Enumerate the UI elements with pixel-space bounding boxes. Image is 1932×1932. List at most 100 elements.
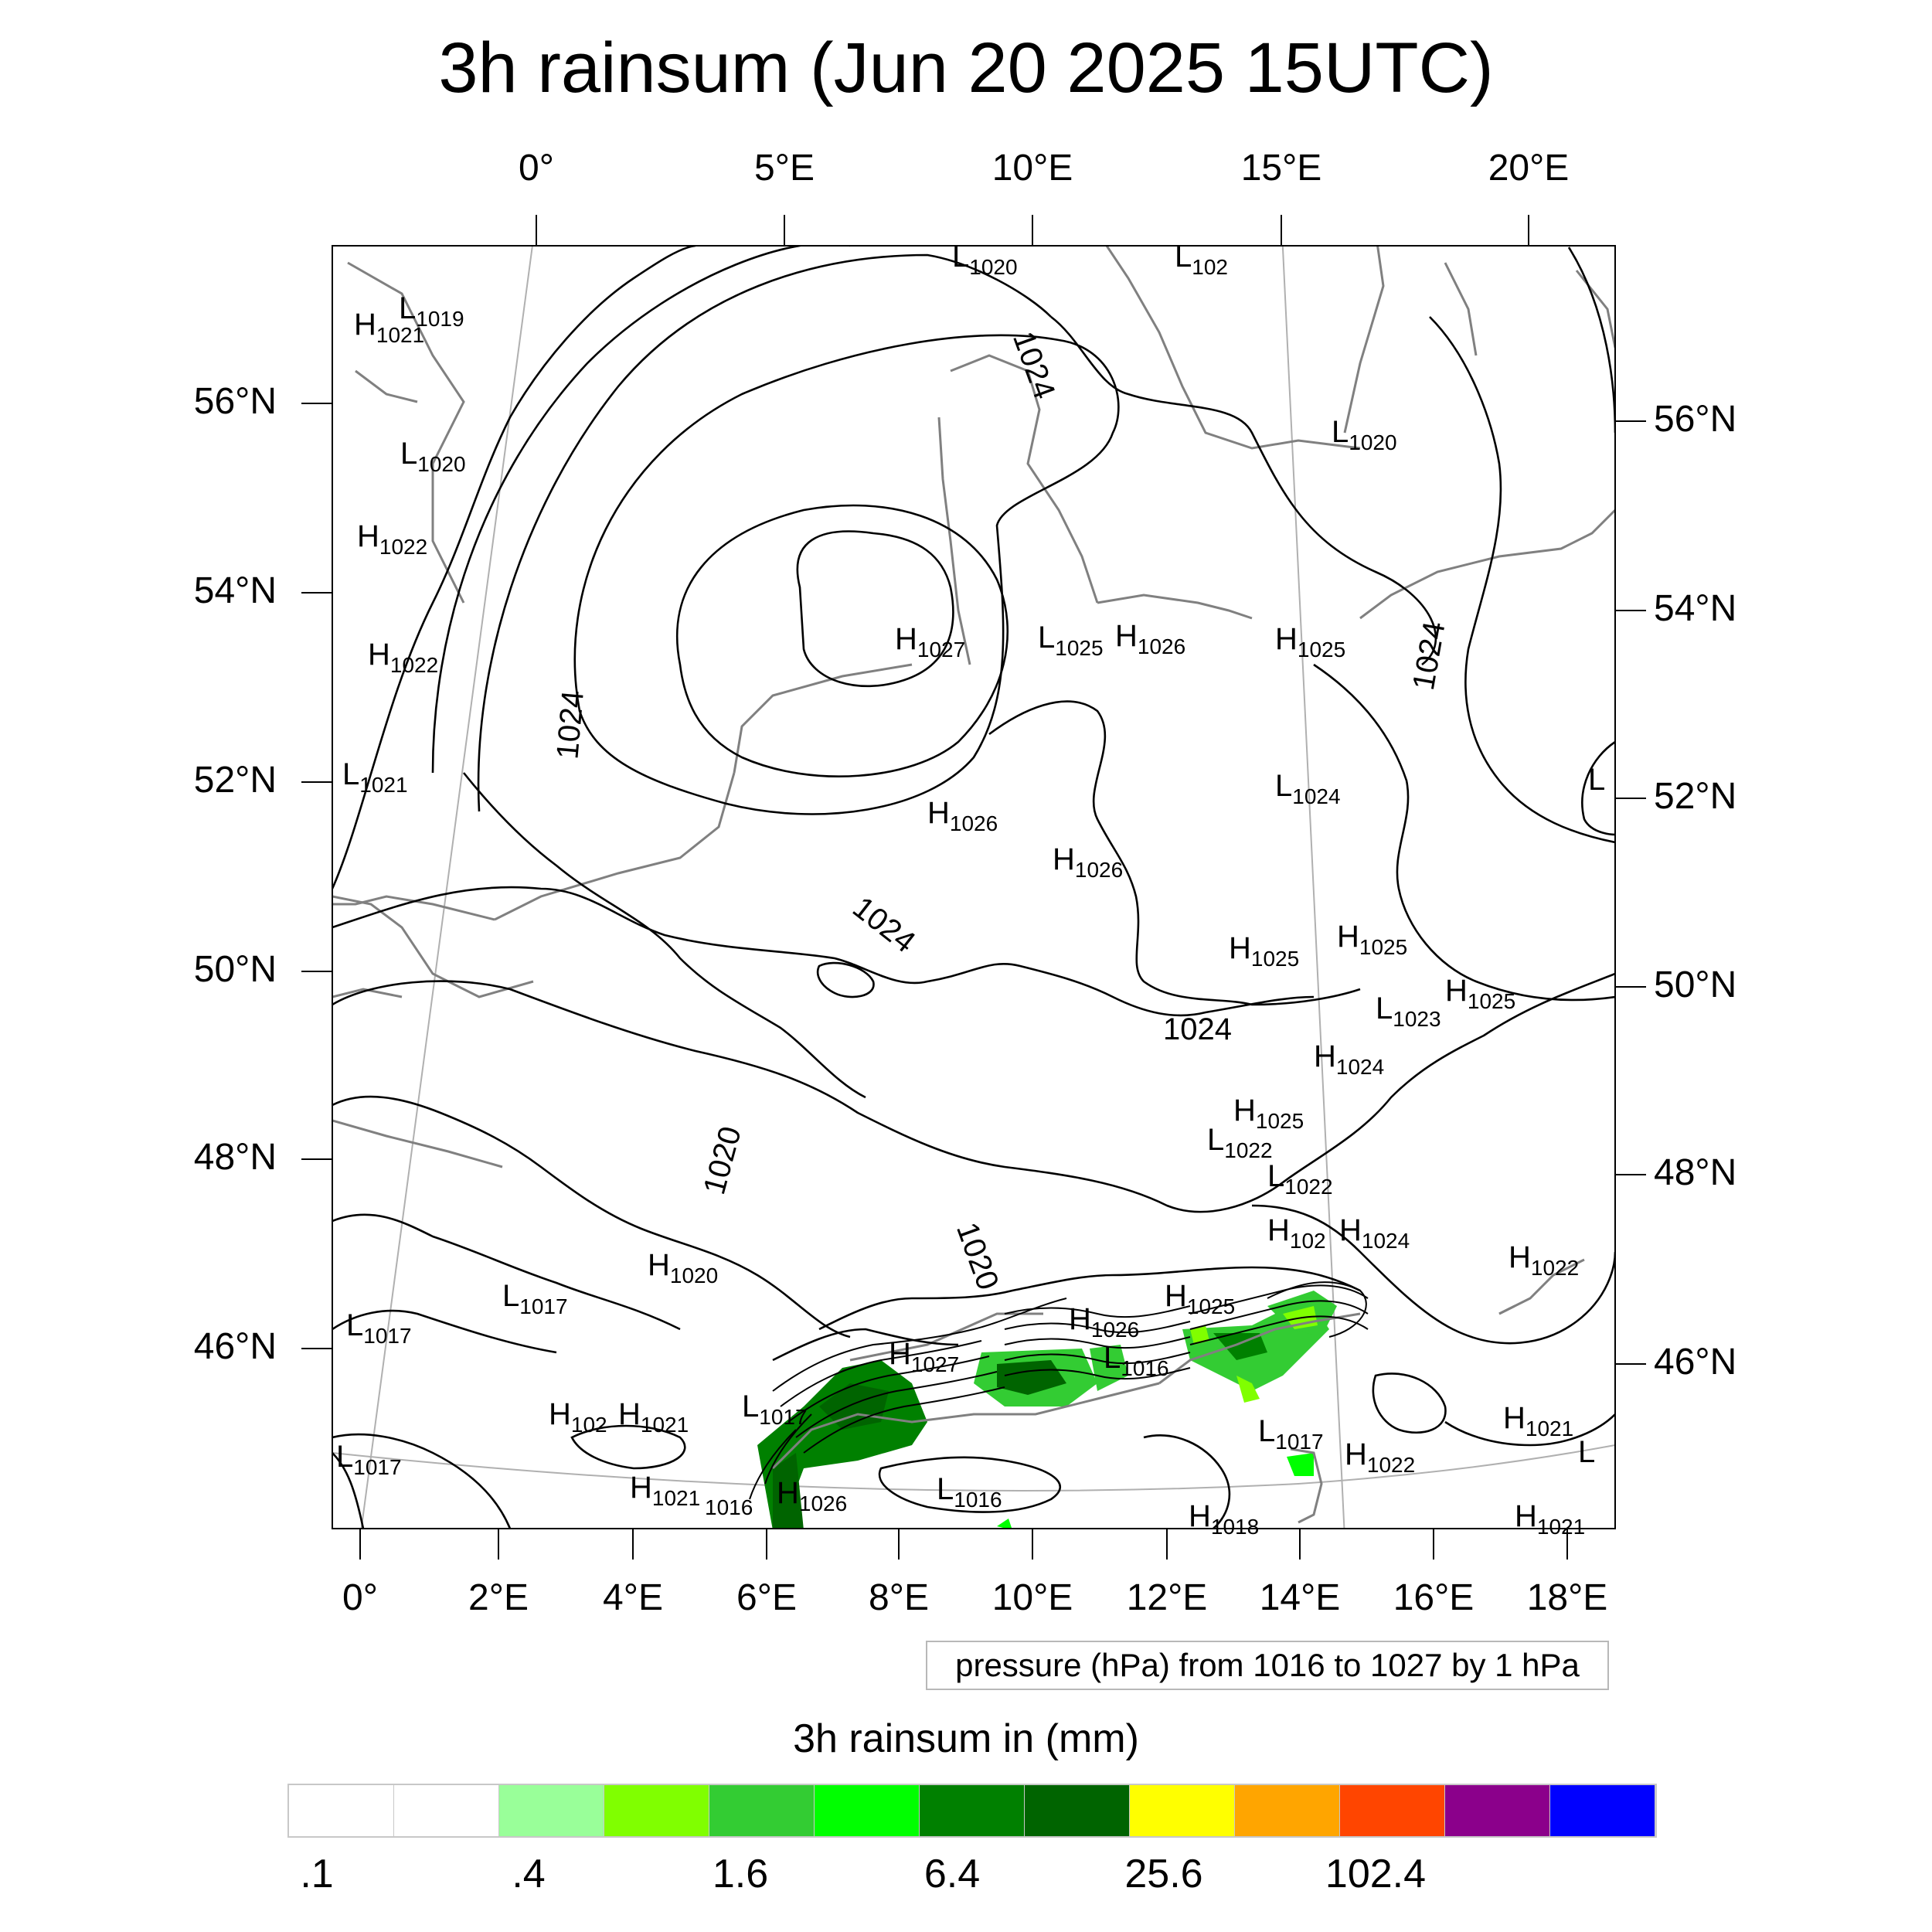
high-pressure-label: H1022 — [357, 519, 427, 559]
bottom-longitude-label: 16°E — [1393, 1577, 1475, 1618]
high-pressure-label: H1021 — [354, 308, 424, 347]
contour-label: 1024 — [1163, 1012, 1232, 1046]
colorbar-tick-label: .4 — [512, 1852, 546, 1896]
high-pressure-label: H1022 — [368, 638, 438, 677]
low-pressure-label: L1016 — [1104, 1341, 1169, 1380]
high-pressure-label: H1026 — [1069, 1302, 1139, 1342]
left-latitude-label: 48°N — [193, 1137, 277, 1178]
isobars — [332, 246, 1615, 1529]
colorbar-swatch — [815, 1785, 920, 1836]
left-latitude-label: 50°N — [193, 949, 277, 990]
contour-labels: 1024 1024 1024 1024 1024 1020 1020 — [550, 327, 1451, 1294]
bottom-longitude-label: 18°E — [1526, 1577, 1608, 1618]
low-pressure-label: L1017 — [346, 1308, 412, 1348]
bottom-longitude-label: 4°E — [603, 1577, 663, 1618]
low-pressure-label: L1023 — [1376, 992, 1441, 1031]
colorbar-swatch — [1550, 1785, 1655, 1836]
contour-label: 1024 — [846, 890, 921, 959]
contour-label: 1024 — [1406, 619, 1452, 692]
colorbar-tick-label: .1 — [300, 1852, 334, 1896]
contour-label: 1020 — [697, 1123, 748, 1198]
low-pressure-label: L1020 — [400, 437, 466, 476]
colorbar-swatch — [1025, 1785, 1130, 1836]
high-pressure-label: H1021 — [1515, 1499, 1585, 1539]
low-pressure-label: L1025 — [1038, 621, 1104, 660]
colorbar-swatch — [1445, 1785, 1550, 1836]
high-pressure-label: H1027 — [889, 1337, 959, 1376]
low-pressure-label: L1020 — [1332, 415, 1397, 454]
bottom-longitude-label: 0° — [342, 1577, 378, 1618]
high-pressure-label: H102 — [549, 1397, 607, 1437]
alpine-isobars — [749, 1281, 1369, 1500]
high-pressure-label: H1018 — [1189, 1499, 1259, 1539]
low-pressure-label: L1021 — [342, 757, 408, 797]
map-title: 3h rainsum (Jun 20 2025 15UTC) — [438, 29, 1494, 107]
pressure-centers: L1020 L102L1019H1021L1020H1022H1022L1021L… — [336, 240, 1605, 1539]
low-pressure-label: L1017 — [336, 1440, 402, 1479]
low-pressure-label: L1017 — [742, 1389, 808, 1429]
colorbar-tick-label: 25.6 — [1124, 1852, 1203, 1896]
low-pressure-label: L1019 — [399, 291, 464, 331]
bottom-longitude-label: 12°E — [1126, 1577, 1208, 1618]
high-pressure-label: H1025 — [1165, 1279, 1235, 1318]
left-latitude-label: 56°N — [193, 381, 277, 422]
bottom-longitude-label: 2°E — [468, 1577, 529, 1618]
tick-marks — [301, 215, 1646, 1560]
right-latitude-label: 52°N — [1654, 776, 1737, 817]
graticule — [332, 246, 1615, 1529]
high-pressure-label: H1021 — [618, 1397, 689, 1437]
low-pressure-label: L — [1588, 763, 1605, 797]
left-latitude-label: 52°N — [193, 760, 277, 801]
colorbar-swatch — [499, 1785, 604, 1836]
top-longitude-label: 20°E — [1488, 148, 1570, 189]
high-pressure-label: H1020 — [648, 1248, 718, 1287]
colorbar-swatch — [1235, 1785, 1340, 1836]
right-latitude-label: 50°N — [1654, 964, 1737, 1005]
bottom-longitude-label: 8°E — [869, 1577, 929, 1618]
colorbar-swatch — [1130, 1785, 1235, 1836]
coastlines — [332, 246, 1615, 1524]
low-pressure-label: L1017 — [502, 1279, 568, 1318]
top-longitude-label: 10°E — [992, 148, 1073, 189]
high-pressure-label: H1026 — [777, 1476, 847, 1515]
low-pressure-label: L1022 — [1207, 1123, 1273, 1162]
low-pressure-label: L1016 — [937, 1472, 1002, 1512]
top-longitude-label: 15°E — [1240, 148, 1322, 189]
low-pressure-label: L1022 — [1267, 1159, 1333, 1199]
colorbar-swatch — [920, 1785, 1025, 1836]
bottom-longitude-label: 10°E — [992, 1577, 1073, 1618]
colorbar-swatch — [289, 1785, 394, 1836]
high-pressure-label: H1022 — [1509, 1240, 1579, 1280]
right-latitude-label: 46°N — [1654, 1342, 1737, 1383]
high-pressure-label: H1025 — [1445, 974, 1515, 1013]
high-pressure-label: H1025 — [1233, 1094, 1304, 1133]
right-latitude-label: 56°N — [1654, 399, 1737, 440]
low-pressure-label: L1020 — [952, 240, 1018, 279]
colorbar-tick-label: 102.4 — [1325, 1852, 1427, 1896]
high-pressure-label: H1021 — [1503, 1401, 1573, 1440]
colorbar-tick-label: 6.4 — [923, 1852, 981, 1896]
low-pressure-label: L1024 — [1275, 769, 1341, 808]
high-pressure-label: H1022 — [1345, 1437, 1415, 1477]
map-frame — [332, 245, 1616, 1529]
low-pressure-label: L1017 — [1258, 1414, 1324, 1454]
low-pressure-label: L102 — [1175, 240, 1228, 279]
colorbar-swatch — [604, 1785, 709, 1836]
contour-label: 1020 — [950, 1218, 1005, 1294]
top-longitude-label: 0° — [519, 148, 554, 189]
high-pressure-label: H1024 — [1314, 1039, 1384, 1079]
contour-info-box: pressure (hPa) from 1016 to 1027 by 1 hP… — [926, 1641, 1609, 1690]
pressure-label: 1016 — [705, 1495, 753, 1519]
colorbar-title: 3h rainsum in (mm) — [793, 1716, 1139, 1761]
high-pressure-label: H1027 — [895, 622, 965, 662]
high-pressure-label: H1025 — [1229, 931, 1299, 971]
high-pressure-label: H1025 — [1275, 622, 1345, 662]
high-pressure-label: H1024 — [1339, 1213, 1410, 1253]
high-pressure-label: H1025 — [1337, 920, 1407, 959]
rain-shading — [757, 1291, 1337, 1529]
colorbar-swatch — [709, 1785, 815, 1836]
bottom-longitude-label: 14°E — [1259, 1577, 1341, 1618]
colorbar — [287, 1784, 1657, 1838]
right-latitude-label: 54°N — [1654, 588, 1737, 629]
